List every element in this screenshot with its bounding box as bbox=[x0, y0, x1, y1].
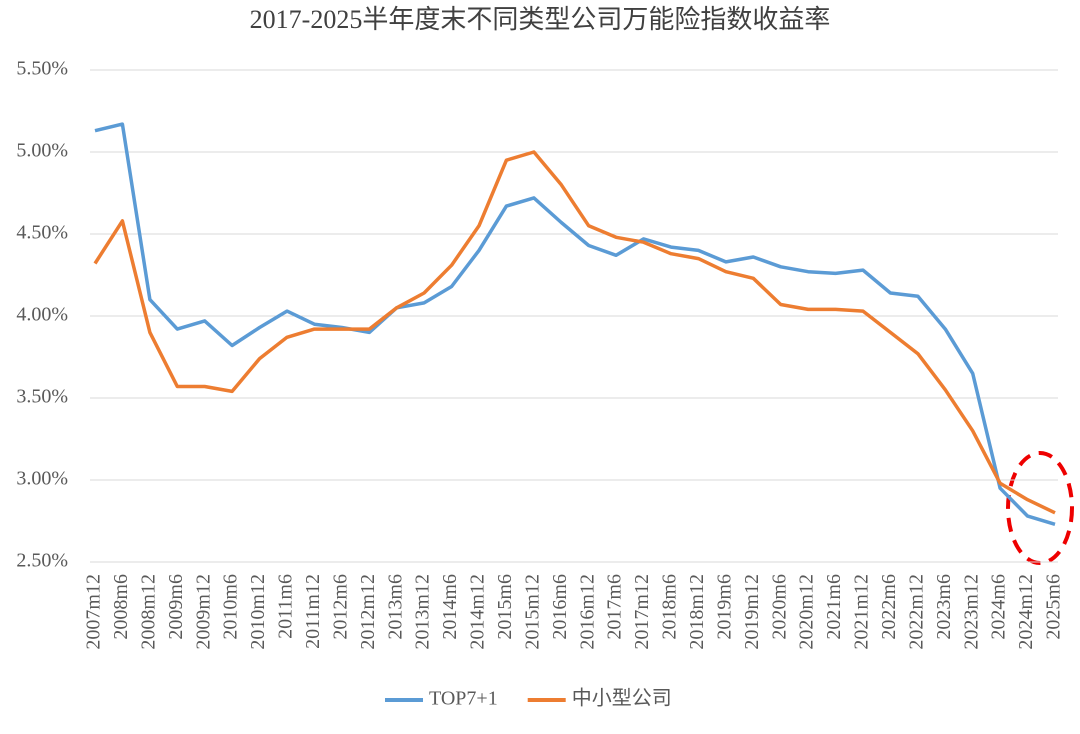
x-tick-label: 2020m6 bbox=[768, 574, 790, 640]
x-tick-label: 2024m12 bbox=[1015, 574, 1037, 650]
chart-title: 2017-2025半年度末不同类型公司万能险指数收益率 bbox=[250, 5, 831, 34]
x-tick-label: 2024m6 bbox=[988, 574, 1010, 640]
x-tick-label: 2018m6 bbox=[659, 574, 681, 640]
x-tick-label: 2016m6 bbox=[549, 574, 571, 640]
highlight-ellipse bbox=[1006, 451, 1074, 565]
x-tick-label: 2025m6 bbox=[1043, 574, 1065, 640]
x-tick-label: 2016m12 bbox=[576, 574, 598, 650]
x-tick-label: 2009m12 bbox=[192, 574, 214, 650]
x-tick-label: 2014m12 bbox=[467, 574, 489, 650]
x-tick-label: 2011m6 bbox=[275, 574, 297, 639]
y-tick-label: 5.50% bbox=[16, 58, 68, 80]
x-tick-label: 2013m6 bbox=[384, 574, 406, 640]
x-tick-label: 2017m12 bbox=[631, 574, 653, 650]
y-tick-label: 3.00% bbox=[16, 468, 68, 490]
x-tick-label: 2014m6 bbox=[439, 574, 461, 640]
x-tick-label: 2015m12 bbox=[521, 574, 543, 650]
x-tick-label: 2009m6 bbox=[165, 574, 187, 640]
series-line bbox=[94, 122, 1056, 526]
x-tick-label: 2013m12 bbox=[412, 574, 434, 650]
y-tick-label: 5.00% bbox=[16, 140, 68, 162]
x-tick-label: 2023m6 bbox=[933, 574, 955, 640]
x-tick-label: 2022m12 bbox=[905, 574, 927, 650]
x-tick-label: 2015m6 bbox=[494, 574, 516, 640]
x-tick-label: 2021m12 bbox=[851, 574, 873, 650]
x-tick-label: 2019m6 bbox=[713, 574, 735, 640]
x-tick-label: 2021m6 bbox=[823, 574, 845, 640]
y-tick-label: 4.50% bbox=[16, 222, 68, 244]
series-line bbox=[93, 150, 1056, 515]
x-tick-label: 2017m6 bbox=[604, 574, 626, 640]
x-tick-label: 2008m12 bbox=[137, 574, 159, 650]
x-tick-label: 2023m12 bbox=[960, 574, 982, 650]
x-tick-label: 2012m6 bbox=[329, 574, 351, 640]
legend-label: 中小型公司 bbox=[572, 687, 672, 710]
x-tick-label: 2010m12 bbox=[247, 574, 269, 650]
legend-label: TOP7+1 bbox=[429, 688, 498, 710]
x-tick-label: 2019m12 bbox=[741, 574, 763, 650]
x-tick-label: 2020m12 bbox=[796, 574, 818, 650]
x-tick-label: 2022m6 bbox=[878, 574, 900, 640]
x-tick-label: 2012m12 bbox=[357, 574, 379, 650]
y-tick-label: 2.50% bbox=[16, 550, 68, 572]
x-tick-label: 2011m12 bbox=[302, 574, 324, 649]
x-tick-label: 2010m6 bbox=[220, 574, 242, 640]
x-tick-label: 2007m12 bbox=[83, 574, 105, 650]
y-tick-label: 4.00% bbox=[16, 304, 68, 326]
y-tick-label: 3.50% bbox=[16, 386, 68, 408]
x-tick-label: 2018m12 bbox=[686, 574, 708, 650]
x-tick-label: 2008m6 bbox=[110, 574, 132, 640]
